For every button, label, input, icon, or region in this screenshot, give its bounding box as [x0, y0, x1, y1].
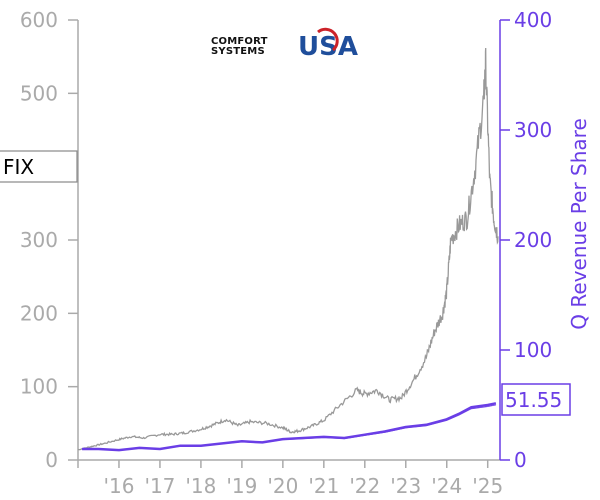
x-tick-label: '16 [103, 474, 134, 498]
right-axis-ticks: 0 100 200 300 400 [500, 8, 552, 472]
logo-swoosh [317, 27, 339, 52]
last-value-box: 51.55 [501, 383, 571, 416]
ticker-label: FIX [3, 155, 34, 179]
x-axis-ticks: '16 '17 '18 '19 '20 '21 '22 '23 '24 '25 [77, 460, 503, 498]
left-tick-label: 300 [20, 228, 58, 252]
logo-line-1: COMFORT [211, 36, 268, 47]
x-tick-label: '20 [267, 474, 298, 498]
price-series-line [77, 47, 499, 451]
x-tick-label: '18 [185, 474, 216, 498]
x-tick-label: '23 [390, 474, 421, 498]
x-tick-label: '19 [226, 474, 257, 498]
x-tick-label: '25 [472, 474, 503, 498]
last-value-frame [501, 383, 571, 416]
logo-usa-text: USA [298, 32, 358, 62]
right-tick-label: 300 [514, 118, 552, 142]
left-tick-label: 0 [45, 448, 58, 472]
comfort-systems-logo: COMFORT SYSTEMS USA [211, 27, 358, 62]
revenue-series-line [82, 402, 497, 452]
right-tick-label: 100 [514, 338, 552, 362]
x-tick-label: '24 [431, 474, 462, 498]
logo-line-2: SYSTEMS [211, 46, 265, 57]
left-tick-label: 600 [20, 8, 58, 32]
right-tick-label: 0 [514, 448, 527, 472]
left-tick-label: 100 [20, 375, 58, 399]
last-value-label: 51.55 [505, 388, 562, 412]
ticker-box-frame [0, 150, 78, 183]
series-layer [77, 47, 499, 452]
revenue-trend-line [82, 404, 496, 451]
right-axis-label: Q Revenue Per Share [567, 118, 591, 330]
x-tick-label: '22 [349, 474, 380, 498]
x-tick-label: '21 [308, 474, 339, 498]
x-tick-label: '17 [144, 474, 175, 498]
left-axis-ticks: 0100200300400500600 [20, 8, 78, 472]
right-tick-label: 400 [514, 8, 552, 32]
left-tick-label: 500 [20, 81, 58, 105]
right-tick-label: 200 [514, 228, 552, 252]
left-tick-label: 200 [20, 301, 58, 325]
logo-usa: USA [298, 32, 358, 62]
ticker-box: FIX [0, 150, 78, 183]
